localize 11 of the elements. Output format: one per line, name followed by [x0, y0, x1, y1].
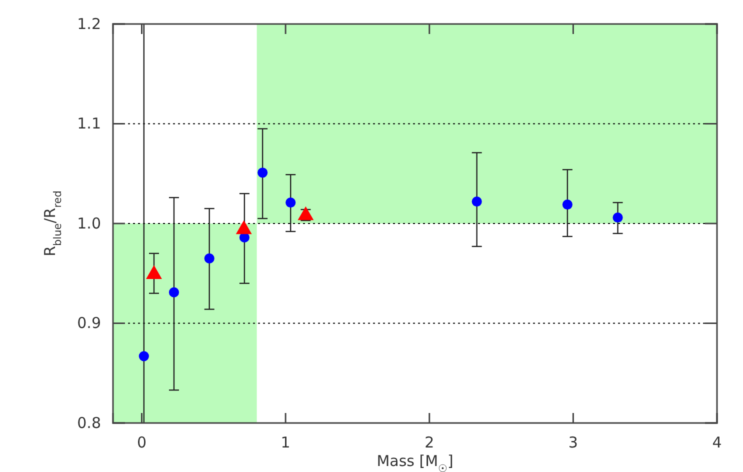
x-tick-label: 3 — [568, 434, 578, 452]
x-axis-title: Mass [M$_{☉}$] — [376, 452, 454, 472]
y-tick-label: 0.9 — [77, 314, 101, 332]
y-tick-label: 1.0 — [77, 214, 101, 232]
x-tick-label: 0 — [136, 434, 147, 452]
x-tick-label: 2 — [424, 434, 434, 452]
x-tick-label: 4 — [712, 434, 722, 452]
y-tick-label: 1.1 — [77, 114, 101, 133]
x-tick-label: 1 — [280, 434, 290, 452]
y-tick-label: 0.8 — [77, 414, 101, 432]
y-tick-label: 1.2 — [77, 14, 101, 33]
